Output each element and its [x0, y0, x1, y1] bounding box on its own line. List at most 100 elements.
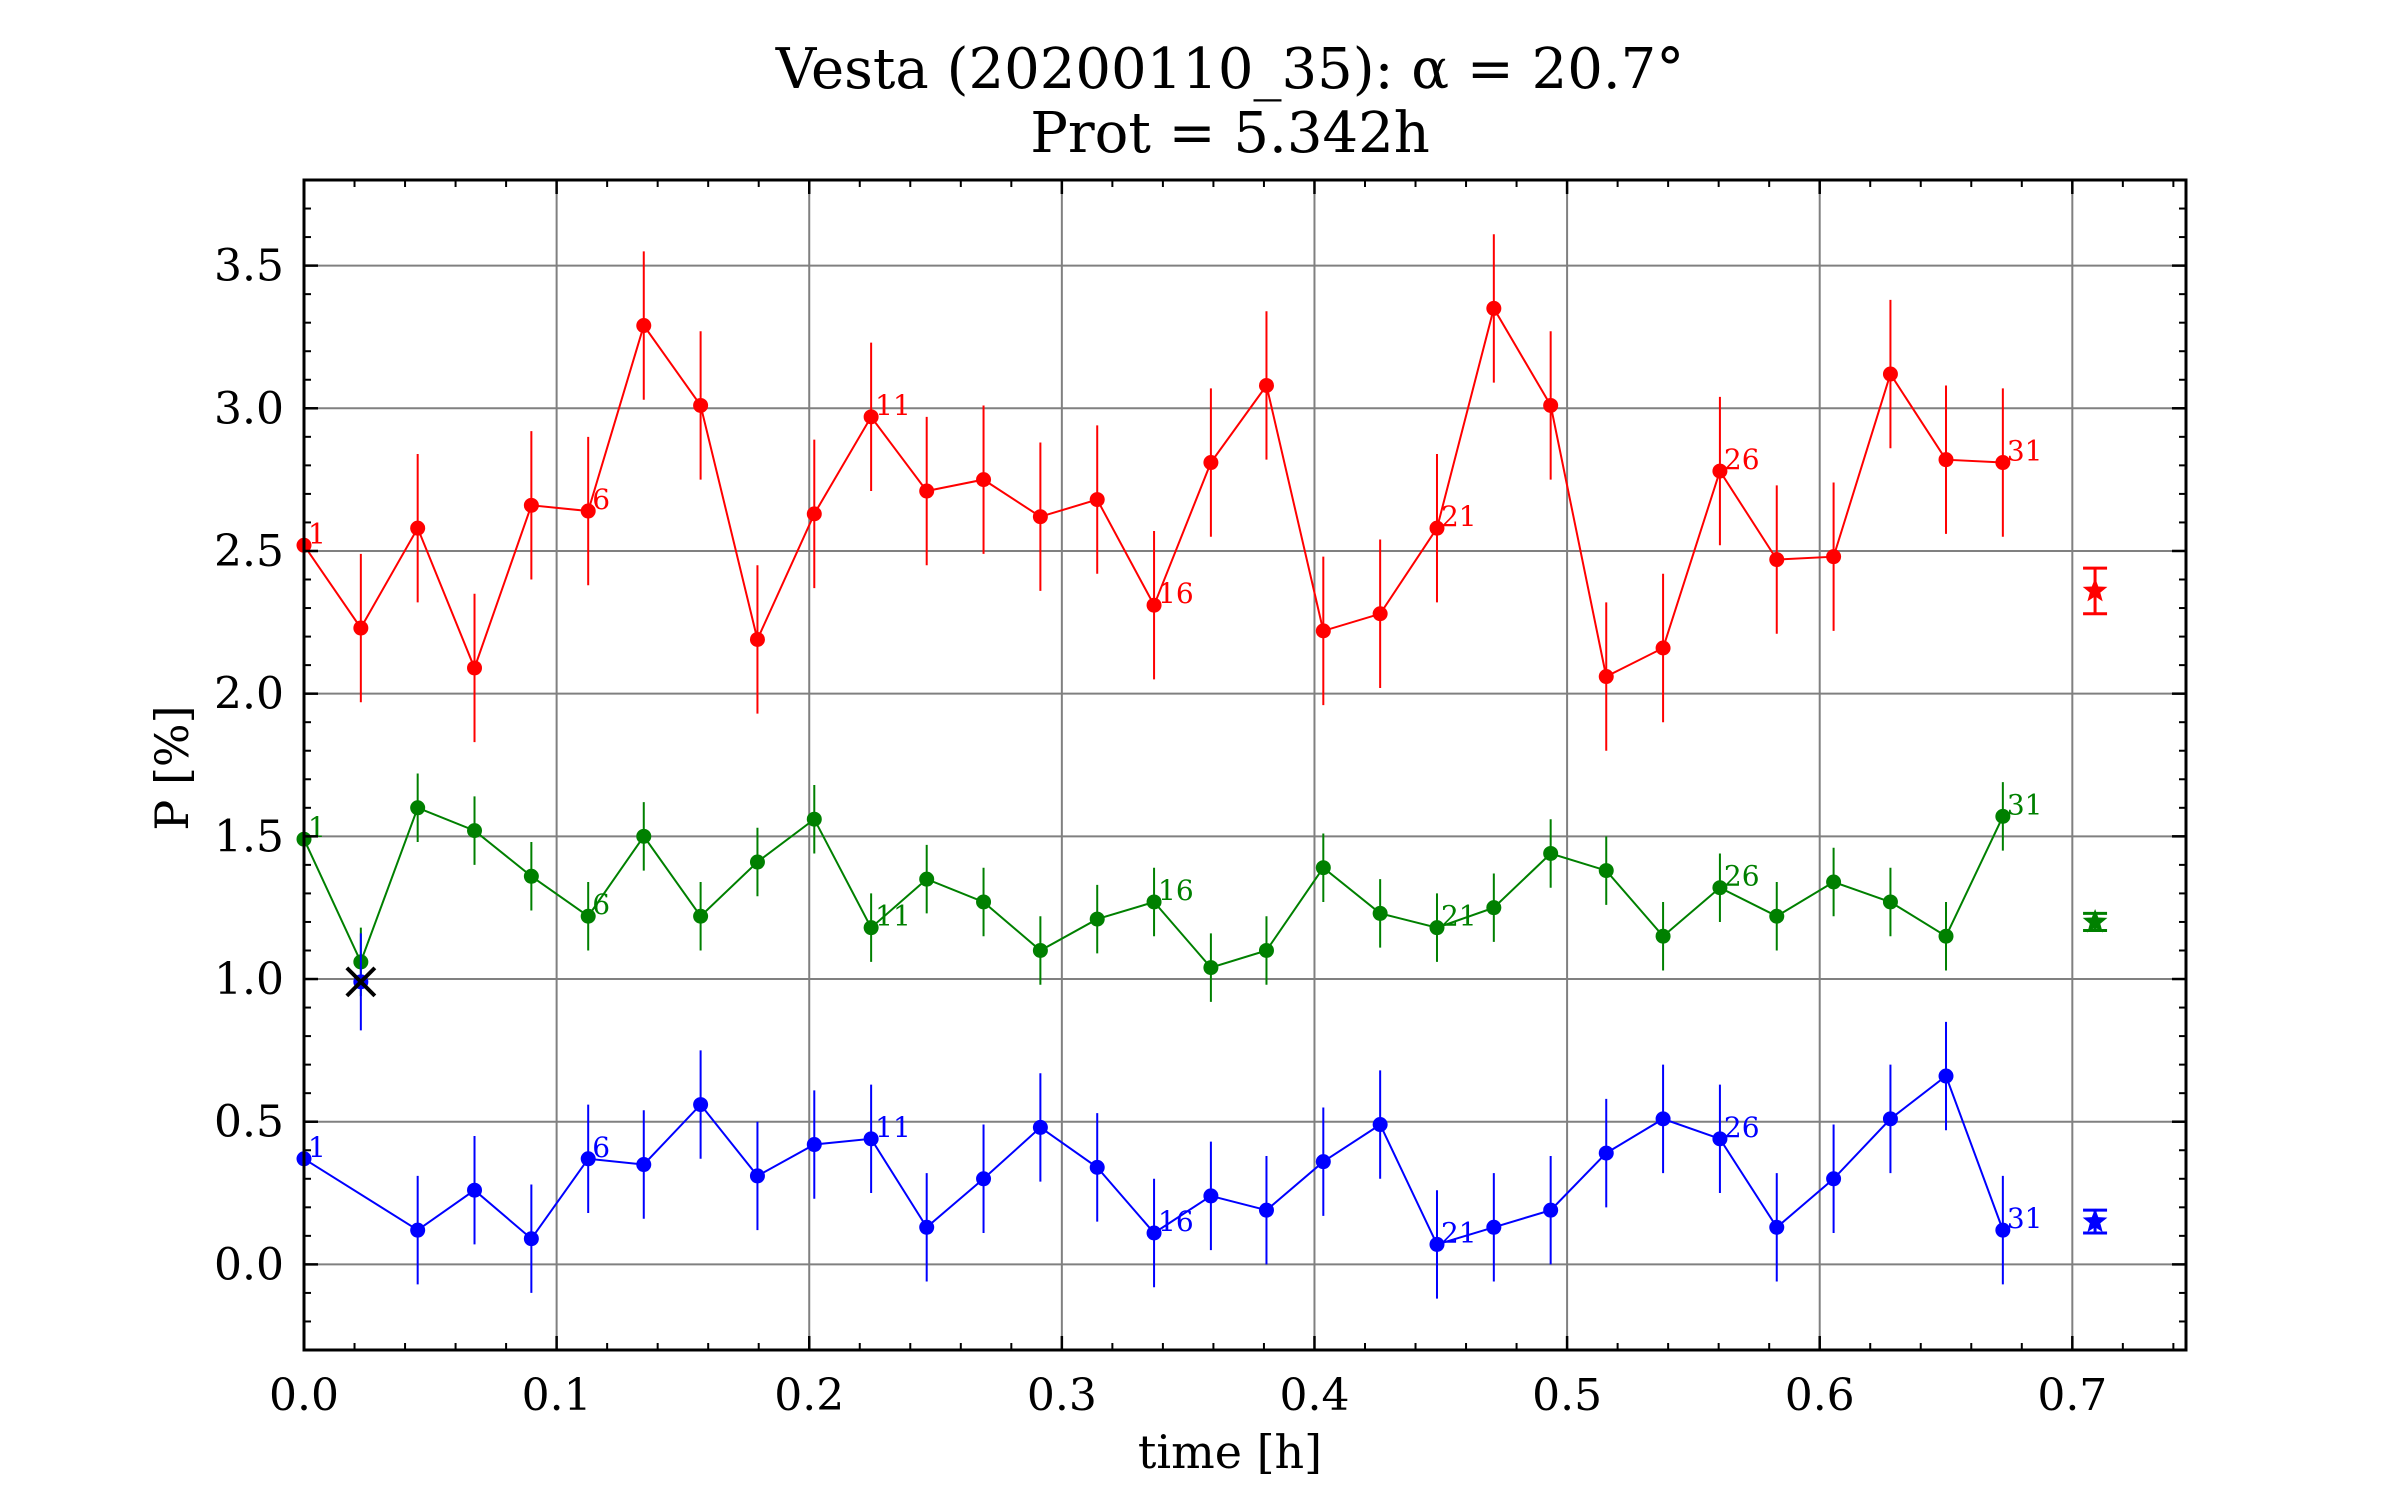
data-point	[1032, 509, 1048, 525]
chart-subtitle: Prot = 5.342h	[1030, 101, 1430, 166]
data-point	[693, 1097, 709, 1113]
data-point	[1598, 669, 1614, 685]
data-point	[467, 660, 483, 676]
data-point	[1712, 1131, 1728, 1147]
data-point	[976, 894, 992, 910]
data-point	[1882, 366, 1898, 382]
point-label: 21	[1441, 900, 1477, 933]
data-point	[1372, 606, 1388, 622]
data-point	[1938, 928, 1954, 944]
y-tick-label: 1.5	[214, 811, 284, 862]
y-tick-label: 0.0	[214, 1239, 284, 1290]
plot-frame	[302, 178, 2188, 1352]
data-point	[523, 497, 539, 513]
x-tick-label: 0.1	[522, 1370, 592, 1421]
data-point	[749, 631, 765, 647]
data-point	[410, 520, 426, 536]
data-point	[863, 409, 879, 425]
point-label: 21	[1441, 1216, 1477, 1249]
data-point	[1882, 894, 1898, 910]
point-label: 26	[1724, 1111, 1760, 1144]
data-point	[806, 1137, 822, 1153]
x-tick-label: 0.4	[1279, 1370, 1349, 1421]
data-point	[1655, 640, 1671, 656]
data-point	[1826, 1171, 1842, 1187]
data-point	[1543, 845, 1559, 861]
data-point	[1995, 455, 2011, 471]
data-point	[410, 800, 426, 816]
data-point	[1032, 942, 1048, 958]
data-point	[919, 1219, 935, 1235]
data-point	[1543, 1202, 1559, 1218]
data-point	[693, 908, 709, 924]
data-point	[523, 1231, 539, 1247]
x-axis-label: time [h]	[1138, 1425, 1322, 1479]
y-tick-label: 3.5	[214, 241, 284, 292]
data-point	[1089, 911, 1105, 927]
mean-marker-star	[2082, 577, 2108, 602]
data-point	[1769, 552, 1785, 568]
data-point	[1258, 942, 1274, 958]
data-point	[1486, 900, 1502, 916]
data-point	[1486, 300, 1502, 316]
point-label: 31	[2007, 788, 2043, 821]
point-label: 21	[1441, 500, 1477, 533]
point-label: 6	[592, 1131, 610, 1164]
data-point	[1146, 894, 1162, 910]
data-point	[580, 503, 596, 519]
data-point	[1146, 597, 1162, 613]
data-point	[1938, 452, 1954, 468]
data-point	[1146, 1225, 1162, 1241]
data-point	[1882, 1111, 1898, 1127]
point-label: 16	[1158, 577, 1194, 610]
point-label: 6	[592, 888, 610, 921]
axis-ticks: 0.0 0.1 0.2 0.3 0.4 0.5 0.6 0.7 0.0 0.5 1.0 1.5 2.0 2…	[214, 180, 2186, 1421]
data-point	[1429, 1236, 1445, 1252]
data-point	[806, 811, 822, 827]
point-label: 11	[875, 900, 911, 933]
series-line	[303, 1074, 2004, 1246]
x-tick-label: 0.2	[774, 1370, 844, 1421]
data-point	[1258, 1202, 1274, 1218]
data-point	[1429, 920, 1445, 936]
chart-title: Vesta (20200110_35): α = 20.7°	[775, 37, 1685, 102]
data-point	[1826, 874, 1842, 890]
data-point	[749, 854, 765, 870]
data-point	[1995, 808, 2011, 824]
data-point	[1655, 928, 1671, 944]
x-tick-label: 0.3	[1027, 1370, 1097, 1421]
mean-marker-star	[2082, 1208, 2108, 1233]
data-point	[1543, 397, 1559, 413]
data-point	[1258, 377, 1274, 393]
data-point	[1089, 492, 1105, 508]
data-point	[523, 868, 539, 884]
x-tick-label: 0.7	[2037, 1370, 2107, 1421]
rejected-x-marker	[345, 966, 377, 998]
data-point	[580, 908, 596, 924]
point-label: 1	[308, 517, 326, 550]
data-point	[1655, 1111, 1671, 1127]
data-point	[1995, 1222, 2011, 1238]
data-point	[1486, 1219, 1502, 1235]
point-label: 11	[875, 389, 911, 422]
y-tick-label: 0.5	[214, 1097, 284, 1148]
data-point	[1372, 1117, 1388, 1133]
data-point	[976, 472, 992, 488]
point-label: 1	[308, 1131, 326, 1164]
point-label: 16	[1158, 1205, 1194, 1238]
data-point	[636, 318, 652, 334]
data-point	[1315, 623, 1331, 639]
grid	[303, 180, 2186, 1350]
data-point	[1089, 1159, 1105, 1175]
data-point	[1429, 520, 1445, 536]
point-label: 26	[1724, 443, 1760, 476]
point-label: 6	[592, 483, 610, 516]
data-point	[1315, 860, 1331, 876]
data-point	[693, 397, 709, 413]
x-tick-label: 0.0	[269, 1370, 339, 1421]
data-point	[749, 1168, 765, 1184]
